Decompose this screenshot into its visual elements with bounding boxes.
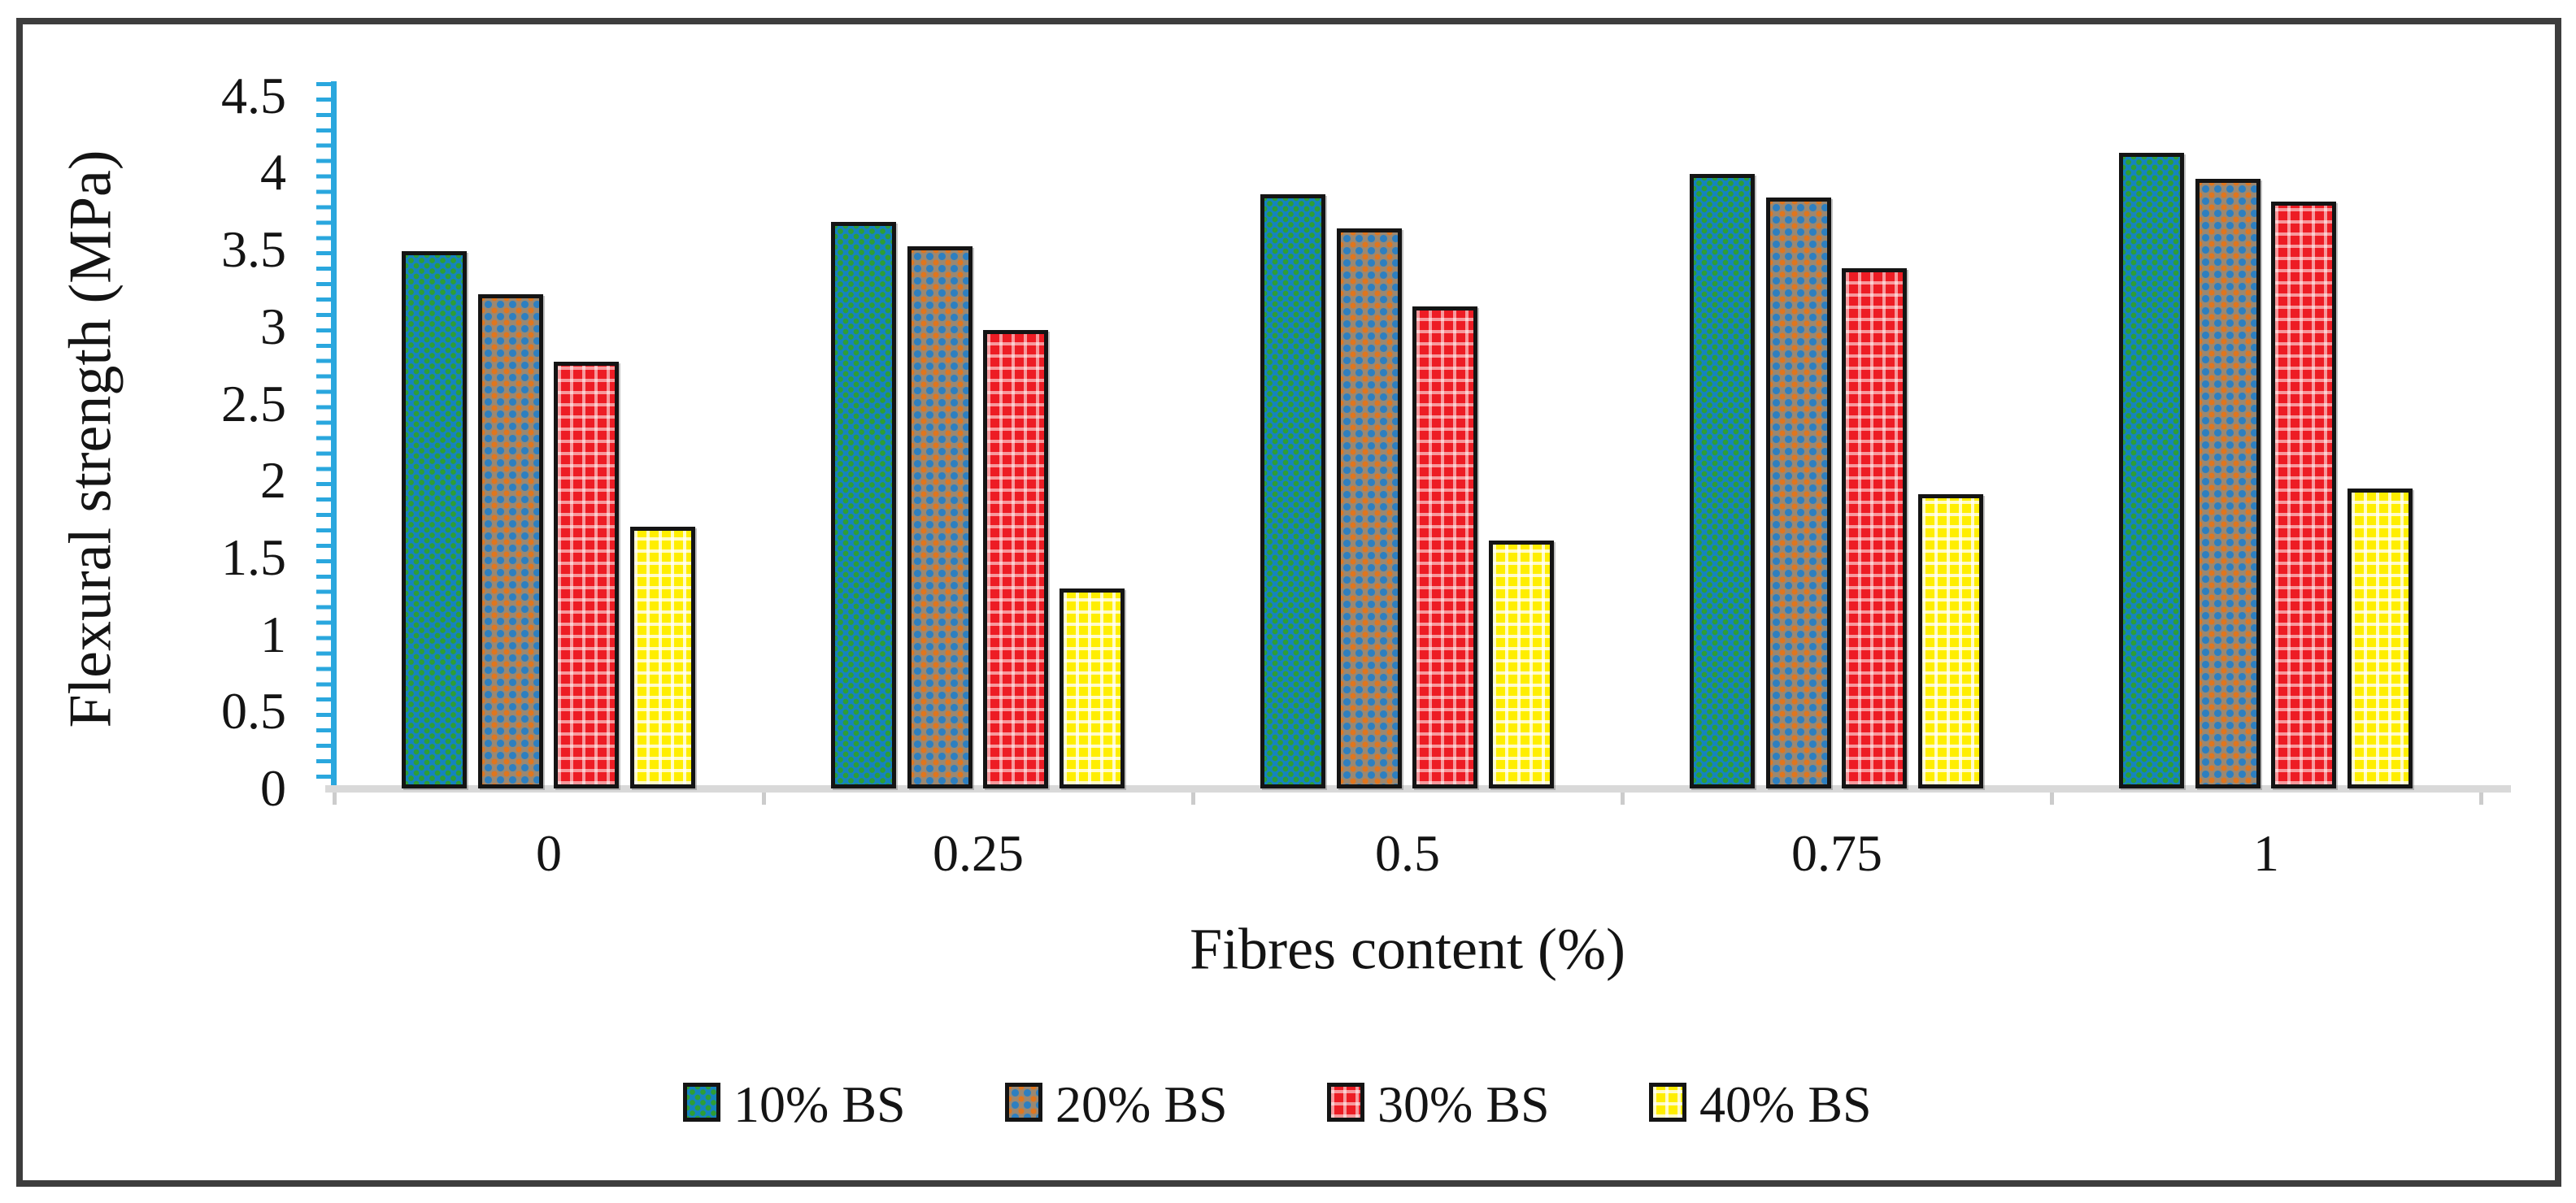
y-axis-ruler-ticks bbox=[316, 82, 331, 789]
bar-40%-BS-x1 bbox=[2348, 489, 2413, 788]
legend-swatch bbox=[1327, 1083, 1364, 1122]
legend-label: 40% BS bbox=[1699, 1075, 1872, 1133]
bar-10%-BS-x0.25 bbox=[831, 222, 896, 788]
legend-swatch bbox=[1649, 1083, 1686, 1122]
legend-label: 30% BS bbox=[1377, 1075, 1550, 1133]
x-axis-boundary-tick bbox=[2479, 793, 2483, 805]
bar-40%-BS-x0.75 bbox=[1918, 494, 1983, 788]
bar-30%-BS-x0.25 bbox=[983, 330, 1048, 788]
bar-30%-BS-x0.5 bbox=[1412, 306, 1477, 788]
x-axis-title: Fibres content (%) bbox=[1190, 916, 1625, 982]
bar-20%-BS-x1 bbox=[2195, 179, 2261, 788]
legend-item: 20% BS bbox=[1005, 1076, 1281, 1133]
legend-item: 10% BS bbox=[683, 1076, 959, 1133]
figure-frame bbox=[16, 18, 2561, 1187]
y-tick-label: 0 bbox=[260, 759, 286, 817]
bar-20%-BS-x0.75 bbox=[1766, 198, 1831, 788]
y-axis-title: Flexural strength (MPa) bbox=[57, 150, 124, 728]
bar-40%-BS-x0.5 bbox=[1489, 541, 1554, 788]
y-tick-label: 3.5 bbox=[221, 220, 286, 278]
bar-30%-BS-x1 bbox=[2271, 202, 2336, 788]
bar-30%-BS-x0 bbox=[554, 362, 619, 788]
y-tick-label: 4.5 bbox=[221, 67, 286, 124]
x-axis-boundary-tick bbox=[1191, 793, 1195, 805]
y-axis-line bbox=[331, 81, 337, 790]
x-axis-boundary-tick bbox=[2050, 793, 2054, 805]
legend-item: 40% BS bbox=[1649, 1076, 1925, 1133]
x-tick-label: 1 bbox=[2253, 824, 2279, 882]
y-tick-label: 1.5 bbox=[221, 528, 286, 586]
x-axis-boundary-tick bbox=[333, 793, 337, 805]
x-tick-label: 0.5 bbox=[1375, 824, 1440, 882]
y-tick-label: 0.5 bbox=[221, 682, 286, 740]
y-tick-label: 1 bbox=[260, 606, 286, 663]
legend-item: 30% BS bbox=[1327, 1076, 1603, 1133]
y-tick-label: 3 bbox=[260, 297, 286, 355]
x-axis-line bbox=[325, 785, 2511, 793]
bar-40%-BS-x0 bbox=[630, 527, 695, 788]
x-tick-label: 0 bbox=[536, 824, 562, 882]
x-tick-label: 0.75 bbox=[1791, 824, 1882, 882]
legend-swatch bbox=[683, 1083, 720, 1122]
legend-label: 20% BS bbox=[1055, 1075, 1228, 1133]
x-tick-label: 0.25 bbox=[933, 824, 1024, 882]
legend-swatch bbox=[1005, 1083, 1042, 1122]
bar-10%-BS-x0 bbox=[402, 251, 467, 788]
bar-20%-BS-x0.5 bbox=[1337, 228, 1402, 788]
x-axis-boundary-tick bbox=[1621, 793, 1625, 805]
bar-10%-BS-x0.5 bbox=[1260, 194, 1325, 788]
bar-10%-BS-x1 bbox=[2119, 153, 2184, 788]
legend-label: 10% BS bbox=[733, 1075, 906, 1133]
y-tick-label: 2 bbox=[260, 451, 286, 509]
bar-20%-BS-x0.25 bbox=[907, 246, 973, 788]
x-axis-boundary-tick bbox=[762, 793, 766, 805]
bar-40%-BS-x0.25 bbox=[1060, 588, 1125, 788]
y-tick-label: 2.5 bbox=[221, 375, 286, 432]
y-tick-label: 4 bbox=[260, 143, 286, 201]
bar-10%-BS-x0.75 bbox=[1690, 174, 1755, 788]
bar-30%-BS-x0.75 bbox=[1842, 268, 1907, 788]
bar-20%-BS-x0 bbox=[478, 294, 543, 788]
